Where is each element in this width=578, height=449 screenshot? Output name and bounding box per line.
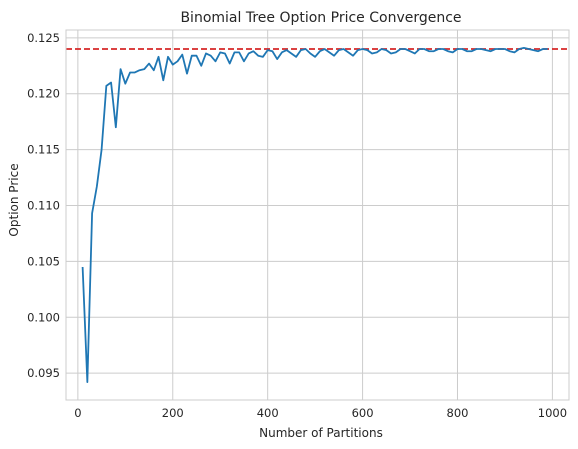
y-tick-label: 0.115 [27, 143, 60, 157]
y-tick-label: 0.110 [27, 198, 60, 212]
x-gridlines [77, 30, 553, 400]
y-tick-label: 0.125 [27, 31, 60, 45]
y-tick-label: 0.100 [27, 310, 60, 324]
x-axis-label: Number of Partitions [259, 426, 383, 440]
x-tick-label: 400 [257, 406, 279, 420]
y-gridlines [66, 37, 569, 374]
x-tick-label: 800 [447, 406, 469, 420]
y-axis-label: Option Price [7, 163, 21, 236]
x-tick-label: 200 [162, 406, 184, 420]
x-tick-label: 1000 [538, 406, 567, 420]
y-tick-label: 0.120 [27, 87, 60, 101]
y-tick-label: 0.105 [27, 254, 60, 268]
x-tick-labels: 0 200 400 600 800 1000 [74, 406, 567, 420]
x-tick-label: 600 [352, 406, 374, 420]
y-tick-labels: 0.095 0.100 0.105 0.110 0.115 0.120 0.125 [27, 31, 60, 380]
plot-frame [65, 29, 570, 401]
chart-title: Binomial Tree Option Price Convergence [180, 10, 461, 26]
x-tick-label: 0 [74, 406, 81, 420]
y-tick-label: 0.095 [27, 366, 60, 380]
series-group [81, 46, 548, 384]
